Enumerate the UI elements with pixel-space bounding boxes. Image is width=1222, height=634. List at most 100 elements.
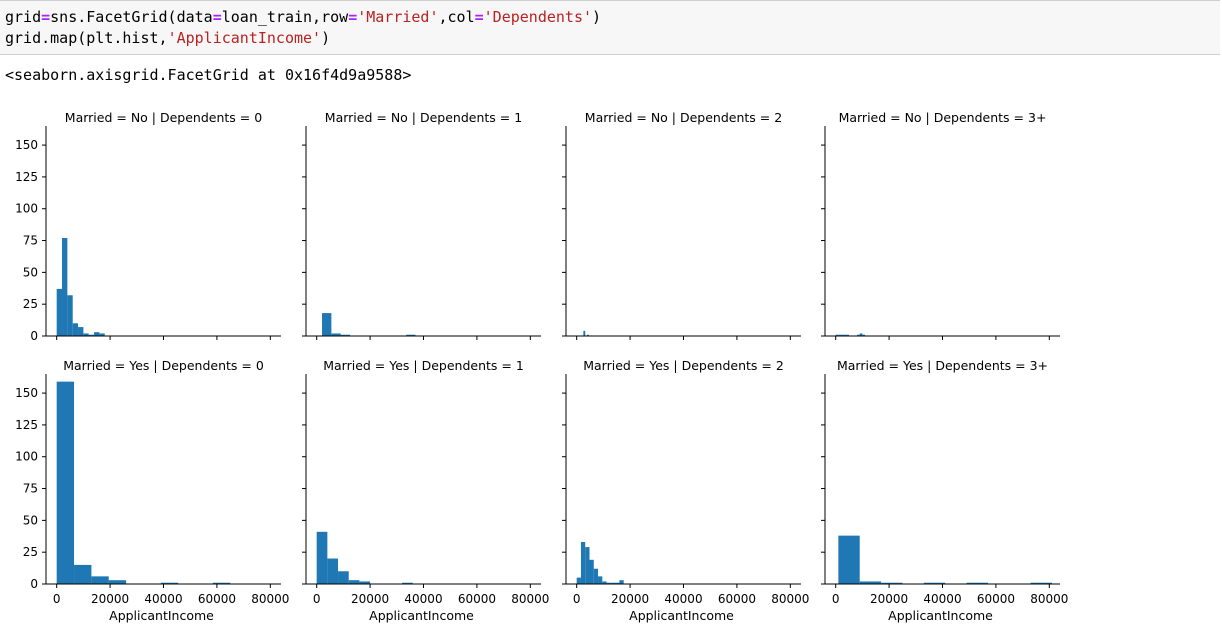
code-token: ,col [438, 8, 475, 26]
code-line-2: grid.map(plt.hist,'ApplicantIncome') [5, 28, 1220, 49]
histogram-bar [316, 531, 328, 584]
facet-panel: Married = Yes | Dependents = 2 0 20000 4000… [562, 358, 809, 623]
facet-panel: Married = No | Dependents = 1 [302, 110, 541, 340]
histogram-bar [338, 571, 349, 584]
histogram-bar [56, 381, 75, 584]
histogram-bar [587, 334, 589, 336]
histogram-bar [212, 582, 231, 584]
facet-panel: Married = No | Dependents = 0 0 25 50 75 100 1… [15, 110, 281, 343]
y-tick-label: 0 [30, 329, 38, 343]
panel-title: Married = No | Dependents = 1 [325, 110, 522, 125]
code-token: = [212, 8, 222, 26]
x-tick-label: 40000 [404, 592, 442, 606]
histogram-bar [966, 582, 988, 584]
panel-title: Married = Yes | Dependents = 0 [63, 358, 264, 373]
x-tick-label: 60000 [977, 592, 1015, 606]
histogram-bar [78, 327, 84, 336]
histogram-bar [83, 333, 89, 336]
code-token: ) [592, 8, 602, 26]
x-tick-label: 20000 [351, 592, 389, 606]
histogram-bar [1030, 582, 1052, 584]
x-tick-label: 80000 [511, 592, 549, 606]
cell-output-text: <seaborn.axisgrid.FacetGrid at 0x16f4d9a… [5, 66, 412, 84]
code-token: 'Married' [357, 8, 439, 26]
x-axis-label: ApplicantIncome [369, 608, 474, 623]
facet-panel: Married = Yes | Dependents = 0 0 25 50 75 100… [15, 358, 289, 623]
histogram-bar [580, 542, 586, 584]
histogram-bar [340, 334, 351, 336]
histogram-bar [67, 295, 73, 336]
histogram-bar [322, 313, 332, 336]
panel-title: Married = Yes | Dependents = 3+ [837, 358, 1048, 373]
histogram-bar [94, 332, 100, 336]
x-tick-label: 20000 [91, 592, 129, 606]
panel-title: Married = No | Dependents = 3+ [839, 110, 1047, 125]
facet-panel: Married = Yes | Dependents = 3+ 0 20000 400… [821, 358, 1068, 623]
facet-panel: Married = No | Dependents = 3+ [821, 110, 1060, 340]
code-token: 'ApplicantIncome' [167, 29, 322, 47]
x-tick-label: 0 [53, 592, 61, 606]
histogram-bar [619, 580, 624, 584]
facet-panel: Married = No | Dependents = 2 [562, 110, 801, 340]
histogram-bar [327, 558, 339, 584]
histogram-bar [881, 582, 903, 584]
histogram-bar [72, 323, 79, 336]
x-axis-label: ApplicantIncome [109, 608, 214, 623]
histogram-bar [923, 582, 946, 584]
y-tick-label: 50 [23, 513, 38, 527]
panel-title: Married = No | Dependents = 2 [585, 110, 782, 125]
histogram-bar [610, 582, 616, 584]
x-tick-label: 0 [313, 592, 321, 606]
x-tick-label: 60000 [198, 592, 236, 606]
x-tick-label: 80000 [1030, 592, 1068, 606]
histogram-bar [838, 535, 860, 584]
x-axis-label: ApplicantIncome [888, 608, 993, 623]
y-tick-label: 150 [15, 138, 38, 152]
code-token: ) [321, 29, 331, 47]
y-tick-label: 100 [15, 450, 38, 464]
histogram-bar [838, 334, 842, 336]
y-tick-label: 75 [23, 482, 38, 496]
x-tick-label: 60000 [718, 592, 756, 606]
x-tick-label: 0 [832, 592, 840, 606]
y-tick-label: 100 [15, 202, 38, 216]
histogram-bar [576, 577, 581, 584]
y-tick-label: 50 [23, 265, 38, 279]
histogram-bar [91, 576, 109, 584]
x-tick-label: 80000 [771, 592, 809, 606]
y-tick-label: 150 [15, 386, 38, 400]
histogram-bar [589, 559, 594, 584]
code-token: loan_train,row [221, 8, 349, 26]
x-tick-label: 20000 [611, 592, 649, 606]
y-tick-label: 125 [15, 418, 38, 432]
histogram-bar [56, 288, 63, 336]
x-axis-label: ApplicantIncome [629, 608, 734, 623]
histogram-bar [331, 333, 341, 336]
histogram-bar [585, 547, 590, 584]
x-tick-label: 40000 [664, 592, 702, 606]
panel-title: Married = Yes | Dependents = 1 [323, 358, 524, 373]
histogram-bar [593, 568, 599, 584]
code-token: grid.map(plt.hist, [5, 29, 168, 47]
code-line-1: grid=sns.FacetGrid(data=loan_train,row='… [5, 7, 1220, 28]
code-token: grid [5, 8, 42, 26]
y-tick-label: 0 [30, 577, 38, 591]
histogram-bar [843, 334, 847, 336]
histogram-bar [62, 238, 68, 336]
panel-title: Married = Yes | Dependents = 2 [583, 358, 784, 373]
histogram-bar [74, 564, 92, 584]
facet-panel: Married = Yes | Dependents = 1 0 20000 4000… [302, 358, 549, 623]
x-tick-label: 20000 [870, 592, 908, 606]
x-tick-label: 40000 [144, 592, 182, 606]
histogram-bar [862, 334, 866, 336]
histogram-bar [841, 334, 844, 336]
histogram-bar [859, 581, 882, 584]
code-token: = [474, 8, 484, 26]
y-tick-label: 25 [23, 297, 38, 311]
histogram-bar [88, 334, 95, 336]
code-token: sns.FacetGrid(data [50, 8, 213, 26]
code-cell-input[interactable]: grid=sns.FacetGrid(data=loan_train,row='… [0, 0, 1220, 55]
y-tick-label: 75 [23, 234, 38, 248]
histogram-bar [348, 580, 360, 584]
